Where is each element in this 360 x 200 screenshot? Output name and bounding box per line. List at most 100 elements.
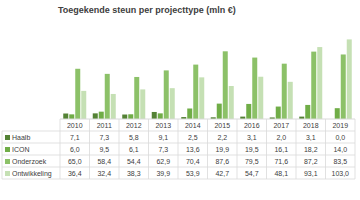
legend-swatch (5, 171, 10, 176)
category-label: 2016 (244, 122, 260, 129)
category-label: 2011 (97, 122, 112, 129)
data-label: 19,5 (245, 146, 259, 153)
data-label: 7,3 (158, 146, 168, 153)
category-label: 2018 (303, 122, 319, 129)
data-label: 54,7 (245, 170, 259, 177)
data-label: 58,4 (97, 158, 111, 165)
data-label: 71,6 (274, 158, 288, 165)
table-line (2, 143, 355, 144)
bar (347, 39, 352, 119)
data-label: 93,1 (304, 170, 318, 177)
bars (63, 39, 352, 119)
table-line (237, 119, 238, 179)
bar (282, 64, 287, 119)
data-table: 2010201120122013201420152016201720182019… (2, 119, 355, 179)
table-line (2, 167, 355, 168)
data-label: 18,2 (304, 146, 318, 153)
bar (69, 114, 74, 119)
category-label: 2012 (126, 122, 142, 129)
category-label: 2013 (155, 122, 171, 129)
category-label: 2014 (185, 122, 201, 129)
data-label: 79,5 (245, 158, 259, 165)
data-label: 7,3 (99, 134, 109, 141)
bar (105, 74, 110, 119)
bar (335, 108, 340, 119)
bar (311, 52, 316, 119)
table-line (178, 119, 179, 179)
table-line (2, 131, 355, 132)
data-label: 65,0 (68, 158, 82, 165)
bar (217, 104, 222, 119)
data-label: 48,1 (274, 170, 288, 177)
legend-swatch (5, 147, 10, 152)
data-label: 6,0 (70, 146, 80, 153)
table-line (2, 179, 355, 180)
bar (258, 77, 263, 119)
table-line (2, 131, 3, 179)
bar (223, 51, 228, 119)
data-label: 54,4 (127, 158, 141, 165)
data-label: 0,0 (335, 134, 345, 141)
data-label: 39,9 (156, 170, 170, 177)
table-line (296, 119, 297, 179)
bar (252, 58, 257, 119)
table-line (89, 119, 90, 179)
bar (317, 47, 322, 119)
bar (305, 105, 310, 119)
legend-label: Haalb (12, 134, 30, 141)
data-label: 103,0 (331, 170, 349, 177)
data-label: 9,1 (158, 134, 168, 141)
data-label: 5,8 (129, 134, 139, 141)
data-label: 19,9 (215, 146, 229, 153)
data-label: 2,2 (217, 134, 227, 141)
bar (134, 77, 139, 119)
data-label: 7,1 (70, 134, 80, 141)
bar (158, 113, 163, 119)
data-label: 13,6 (186, 146, 200, 153)
table-line (119, 119, 120, 179)
data-label: 3,1 (247, 134, 257, 141)
bar (246, 104, 251, 119)
title: Toegekende steun per projecttype (mln €) (58, 5, 236, 15)
category-label: 2017 (273, 122, 289, 129)
data-label: 16,1 (274, 146, 288, 153)
data-label: 62,9 (156, 158, 170, 165)
bar (152, 112, 157, 119)
bar (63, 114, 68, 119)
bar (341, 54, 346, 119)
table-line (148, 119, 149, 179)
data-label: 87,6 (215, 158, 229, 165)
bar (128, 114, 133, 119)
data-label: 32,4 (97, 170, 111, 177)
data-label: 3,1 (306, 134, 316, 141)
data-label: 6,1 (129, 146, 139, 153)
legend-label: Ontwikkeling (12, 170, 52, 178)
bar (170, 88, 175, 119)
data-label: 2,5 (188, 134, 198, 141)
bar (99, 112, 104, 119)
chart: Toegekende steun per projecttype (mln €)… (0, 0, 360, 200)
data-label: 70,4 (186, 158, 200, 165)
bar (193, 65, 198, 119)
data-label: 38,3 (127, 170, 141, 177)
legend-swatch (5, 159, 10, 164)
data-label: 42,7 (215, 170, 229, 177)
data-label: 14,0 (333, 146, 347, 153)
bar (111, 94, 116, 119)
table-line (266, 119, 267, 179)
bar (164, 70, 169, 119)
legend-swatch (5, 135, 10, 140)
data-label: 2,0 (276, 134, 286, 141)
bar (288, 82, 293, 119)
category-label: 2019 (332, 122, 348, 129)
data-label: 36,4 (68, 170, 82, 177)
bar (229, 86, 234, 119)
bar (187, 108, 192, 119)
table-line (355, 119, 356, 179)
bar (81, 91, 86, 119)
bar (140, 89, 145, 119)
data-label: 53,9 (186, 170, 200, 177)
bar (276, 107, 281, 119)
table-line (60, 119, 61, 179)
bar (122, 115, 127, 119)
